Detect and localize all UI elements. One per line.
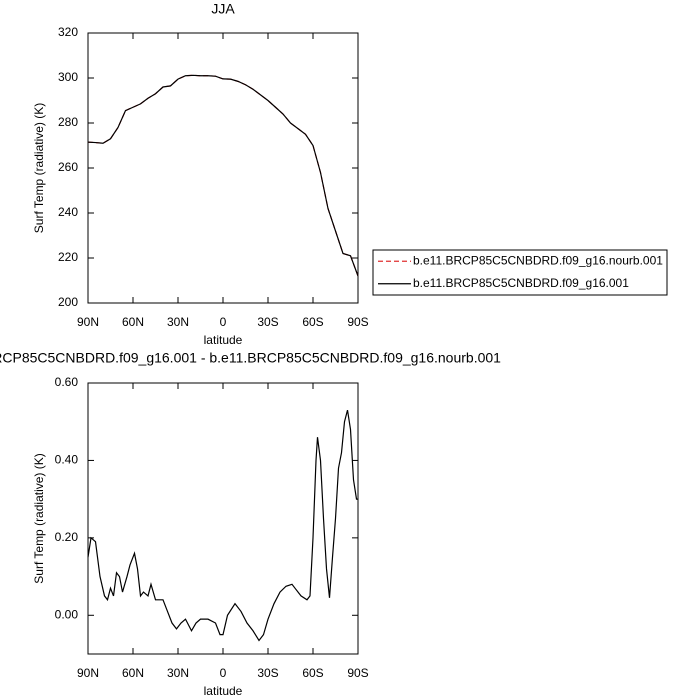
y-tick-label: 220: [58, 250, 78, 264]
x-tick-label: 30S: [257, 666, 278, 680]
x-tick-label: 60S: [302, 315, 323, 329]
y-tick-label: 0.20: [55, 530, 79, 544]
x-tick-label: 30N: [167, 315, 189, 329]
x-tick-label: 90N: [77, 666, 99, 680]
y-tick-label: 300: [58, 70, 78, 84]
y-axis-label: Surf Temp (radiative) (K): [32, 453, 46, 583]
legend-label: b.e11.BRCP85C5CNBDRD.f09_g16.001: [413, 276, 629, 290]
y-tick-label: 200: [58, 295, 78, 309]
x-tick-label: 60S: [302, 666, 323, 680]
plot-frame: [87, 32, 359, 304]
y-tick-label: 0.00: [55, 607, 79, 621]
y-tick-label: 260: [58, 160, 78, 174]
x-axis-label: latitude: [204, 684, 243, 698]
x-tick-label: 0: [220, 666, 227, 680]
x-tick-label: 30N: [167, 666, 189, 680]
plot-frame: [87, 382, 359, 655]
x-tick-label: 60N: [122, 315, 144, 329]
y-axis-label: Surf Temp (radiative) (K): [32, 103, 46, 233]
x-tick-label: 30S: [257, 315, 278, 329]
legend-box: [372, 249, 668, 296]
x-axis-label: latitude: [204, 333, 243, 347]
y-tick-label: 240: [58, 205, 78, 219]
legend-label: b.e11.BRCP85C5CNBDRD.f09_g16.nourb.001: [413, 253, 663, 267]
y-tick-label: 280: [58, 115, 78, 129]
data-line: [87, 409, 358, 642]
chart-title: JJA: [211, 1, 235, 17]
x-tick-label: 90S: [347, 666, 368, 680]
x-tick-label: 60N: [122, 666, 144, 680]
data-line: [87, 74, 359, 277]
x-tick-label: 0: [220, 315, 227, 329]
x-tick-label: 90S: [347, 315, 368, 329]
data-line: [87, 74, 359, 277]
y-tick-label: 320: [58, 25, 78, 39]
x-tick-label: 90N: [77, 315, 99, 329]
chart-title: b.e11.BRCP85C5CNBDRD.f09_g16.001 - b.e11…: [0, 350, 501, 366]
y-tick-label: 0.60: [55, 375, 79, 389]
y-tick-label: 0.40: [55, 453, 79, 467]
